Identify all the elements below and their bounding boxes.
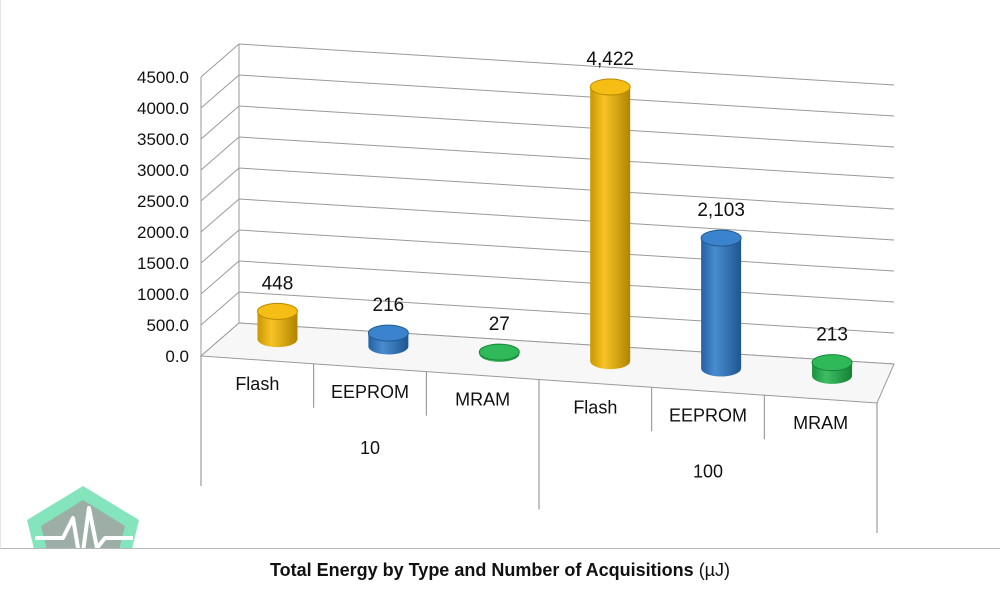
side-gridline	[200, 291, 240, 326]
data-label: 216	[373, 295, 405, 316]
y-tick-label: 4500.0	[137, 68, 189, 87]
chart-title: Total Energy by Type and Number of Acqui…	[269, 560, 694, 580]
category-label: Flash	[573, 397, 617, 417]
y-tick-label: 1500.0	[137, 254, 189, 273]
y-tick-label: 3000.0	[137, 161, 189, 180]
bar-top	[256, 302, 298, 320]
gridline	[238, 43, 895, 86]
chart-frame: 0.0 500.0 1000.0 1500.0 2000.0 2500.0 3000.0 35…	[0, 0, 1000, 549]
category-label: MRAM	[793, 413, 848, 433]
bar-flash-10: 448	[256, 273, 298, 348]
pulse-icon	[35, 506, 133, 548]
chart-floor	[199, 322, 895, 404]
y-tick-label: 4000.0	[137, 99, 189, 118]
side-gridline	[200, 74, 240, 109]
y-axis-ticks: 0.0 500.0 1000.0 1500.0 2000.0 2500.0 3000.0 35…	[137, 68, 189, 366]
y-tick-label: 3500.0	[137, 130, 189, 149]
category-label: MRAM	[455, 390, 510, 410]
gridline	[238, 105, 895, 148]
energy-bar-chart: 0.0 500.0 1000.0 1500.0 2000.0 2500.0 3000.0 35…	[27, 43, 895, 548]
category-label: EEPROM	[669, 405, 747, 425]
side-gridline	[200, 43, 240, 78]
data-label: 2,103	[697, 200, 745, 221]
side-gridline	[200, 229, 240, 264]
bar-body	[257, 311, 298, 348]
y-tick-label: 2500.0	[137, 192, 189, 211]
category-label: Flash	[235, 374, 279, 394]
group-label: 100	[693, 461, 723, 481]
y-tick-label: 2000.0	[137, 223, 189, 242]
data-label: 27	[489, 314, 510, 335]
chart-unit: (µJ)	[698, 560, 731, 580]
bar-body	[590, 87, 631, 370]
category-label: EEPROM	[331, 382, 409, 402]
y-tick-label: 0.0	[165, 347, 189, 366]
side-gridline	[200, 260, 240, 295]
bar-top	[700, 229, 742, 247]
bar-top	[589, 78, 631, 96]
pulse-pentagon-logo	[27, 486, 139, 548]
bar-flash-100: 4,422	[586, 49, 634, 370]
side-gridline	[200, 198, 240, 233]
bar-top	[811, 354, 853, 372]
side-gridline	[200, 105, 240, 140]
data-label: 213	[816, 325, 848, 346]
bar-body	[701, 238, 742, 377]
gridline	[238, 260, 895, 303]
bar-top	[367, 324, 409, 342]
gridline	[238, 167, 895, 210]
y-tick-label: 1000.0	[137, 285, 189, 304]
gridline	[238, 229, 895, 272]
bar-mram-100: 213	[811, 325, 853, 384]
chart-caption: Total Energy by Type and Number of Acqui…	[0, 560, 1000, 581]
group-label: 10	[360, 438, 380, 458]
category-axis: Flash EEPROM MRAM 10 Flash EEPROM MRAM 100	[200, 356, 878, 533]
bars: 448 216 27 4,422 2,103 213	[256, 49, 853, 384]
gridlines	[200, 43, 895, 365]
bar-top	[478, 343, 520, 361]
gridline	[238, 136, 895, 179]
gridline	[238, 74, 895, 117]
bar-eeprom-10: 216	[367, 295, 409, 355]
bar-mram-10: 27	[478, 314, 520, 362]
bar-eeprom-100: 2,103	[697, 200, 745, 377]
side-gridline	[200, 167, 240, 202]
y-tick-label: 500.0	[146, 316, 189, 335]
gridline	[238, 198, 895, 241]
side-gridline	[200, 136, 240, 171]
data-label: 4,422	[586, 49, 634, 70]
data-label: 448	[262, 273, 294, 294]
gridline	[238, 291, 895, 334]
